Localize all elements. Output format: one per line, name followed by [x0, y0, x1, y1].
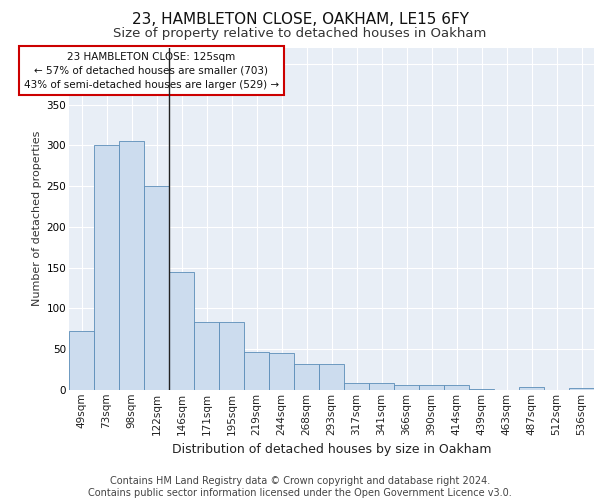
Bar: [219, 322, 244, 390]
Bar: [194, 322, 219, 390]
Bar: [344, 382, 369, 390]
Bar: [244, 352, 269, 390]
Bar: [519, 386, 544, 390]
Bar: [394, 385, 419, 390]
Text: Size of property relative to detached houses in Oakham: Size of property relative to detached ho…: [113, 28, 487, 40]
Text: 23 HAMBLETON CLOSE: 125sqm
← 57% of detached houses are smaller (703)
43% of sem: 23 HAMBLETON CLOSE: 125sqm ← 57% of deta…: [24, 52, 279, 90]
Bar: [444, 385, 469, 390]
X-axis label: Distribution of detached houses by size in Oakham: Distribution of detached houses by size …: [172, 443, 491, 456]
Bar: [94, 146, 119, 390]
Bar: [144, 186, 169, 390]
Bar: [269, 354, 294, 390]
Bar: [119, 142, 144, 390]
Text: Contains HM Land Registry data © Crown copyright and database right 2024.
Contai: Contains HM Land Registry data © Crown c…: [88, 476, 512, 498]
Y-axis label: Number of detached properties: Number of detached properties: [32, 131, 43, 306]
Bar: [369, 384, 394, 390]
Bar: [319, 364, 344, 390]
Bar: [569, 388, 594, 390]
Bar: [419, 385, 444, 390]
Bar: [69, 332, 94, 390]
Bar: [469, 389, 494, 390]
Text: 23, HAMBLETON CLOSE, OAKHAM, LE15 6FY: 23, HAMBLETON CLOSE, OAKHAM, LE15 6FY: [131, 12, 469, 28]
Bar: [169, 272, 194, 390]
Bar: [294, 364, 319, 390]
